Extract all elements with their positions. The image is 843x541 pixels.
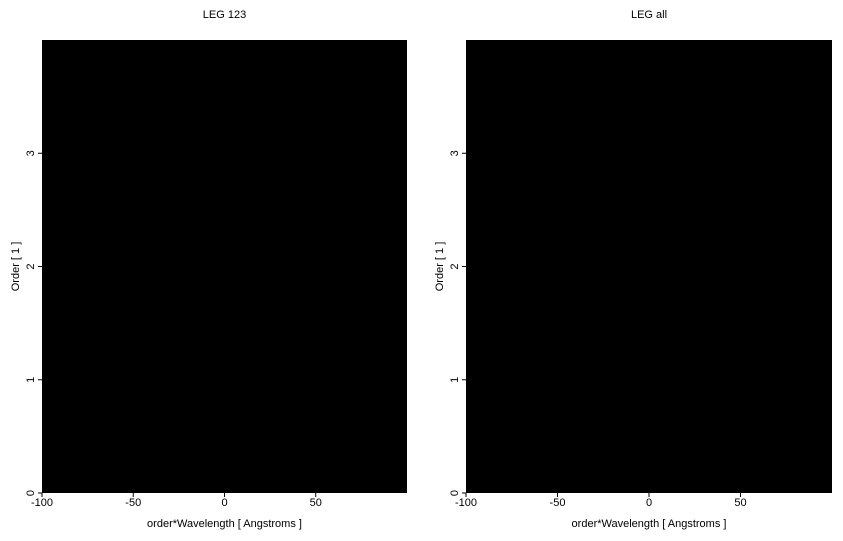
y-tick-label: 0 (449, 490, 461, 496)
x-tick-label: 0 (221, 497, 227, 509)
x-tick-label: 50 (310, 497, 322, 509)
y-tick-label: 3 (449, 150, 461, 156)
y-tick-label: 2 (25, 263, 37, 269)
y-axis-label: Order [ 1 ] (434, 242, 446, 292)
y-tick-label: 3 (25, 150, 37, 156)
chart-title: LEG all (631, 9, 667, 21)
x-axis-label: order*Wavelength [ Angstroms ] (572, 518, 727, 530)
y-axis-label: Order [ 1 ] (10, 242, 22, 292)
image-area (42, 40, 407, 493)
x-tick-label: 0 (646, 497, 652, 509)
x-tick-label: -50 (125, 497, 141, 509)
x-tick-label: 50 (734, 497, 746, 509)
x-tick-label: -50 (550, 497, 566, 509)
y-tick-label: 0 (25, 490, 37, 496)
image-area (466, 40, 832, 493)
x-axis-label: order*Wavelength [ Angstroms ] (147, 518, 302, 530)
chart-title: LEG 123 (203, 9, 246, 21)
x-tick-label: -100 (455, 497, 477, 509)
y-tick-label: 1 (449, 377, 461, 383)
y-tick-label: 2 (449, 263, 461, 269)
x-tick-label: -100 (31, 497, 53, 509)
y-tick-label: 1 (25, 377, 37, 383)
